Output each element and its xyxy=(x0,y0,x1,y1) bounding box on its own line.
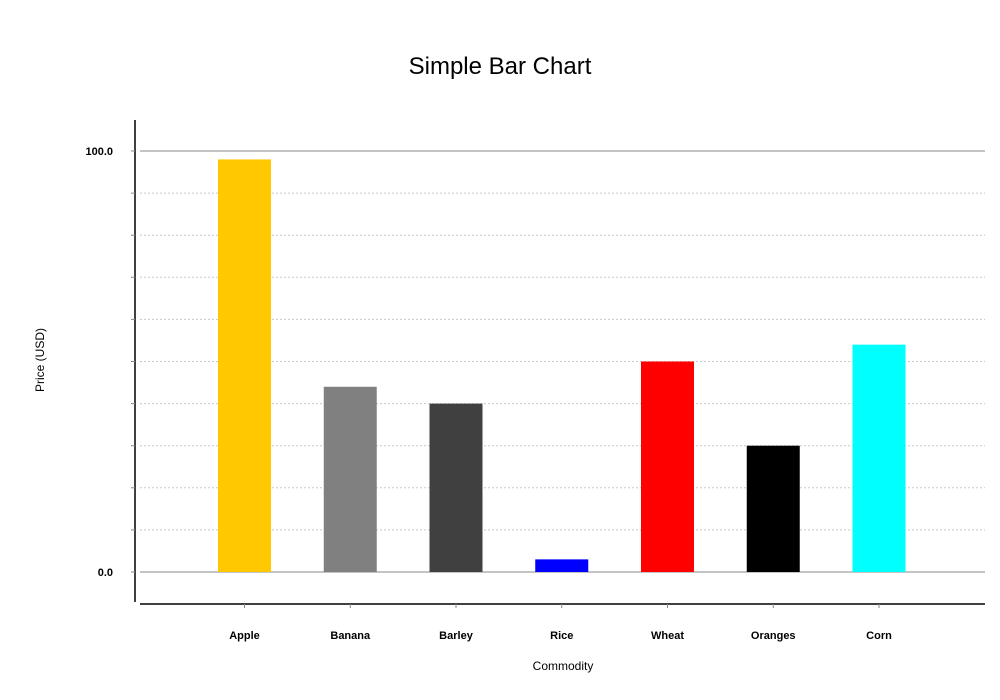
x-tick-label-rice: Rice xyxy=(550,630,573,642)
chart-title: Simple Bar Chart xyxy=(409,53,592,80)
y-tick-label: 100.0 xyxy=(85,146,113,158)
y-axis-label: Price (USD) xyxy=(33,328,47,392)
x-tick-label-barley: Barley xyxy=(439,630,474,642)
grid-lines xyxy=(140,150,985,573)
x-tick-label-apple: Apple xyxy=(229,630,260,642)
bar-banana xyxy=(323,386,377,572)
x-axis-label: Commodity xyxy=(533,659,594,673)
bar-wheat xyxy=(641,361,694,572)
bar-apple xyxy=(218,159,271,573)
x-tick-label-corn: Corn xyxy=(866,630,892,642)
x-tick-label-oranges: Oranges xyxy=(751,630,796,642)
bar-barley xyxy=(429,403,483,572)
x-tick-label-banana: Banana xyxy=(330,630,371,642)
bars xyxy=(218,159,906,573)
x-ticks: Apple Banana Barley Rice Wheat Oranges Corn xyxy=(229,604,892,642)
y-ticks: 0.0 100.0 xyxy=(85,146,135,579)
x-tick-label-wheat: Wheat xyxy=(651,630,684,642)
y-tick-label: 0.0 xyxy=(98,567,113,579)
bar-corn xyxy=(852,344,906,572)
bar-rice xyxy=(535,559,589,572)
bar-oranges xyxy=(746,445,800,572)
